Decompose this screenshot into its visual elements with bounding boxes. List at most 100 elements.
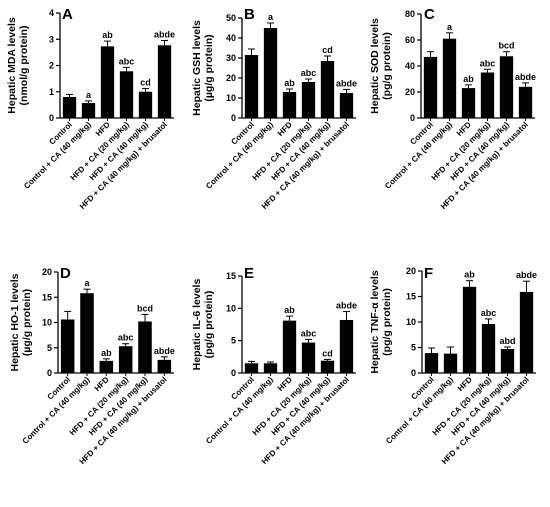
significance-label: abde [154, 30, 175, 40]
significance-label: abd [499, 336, 515, 346]
y-tick-label: 50 [226, 13, 236, 23]
bar [119, 71, 134, 118]
bar [263, 363, 278, 373]
y-axis-label: Hepatic TNF-α levels(pg/g protein) [369, 270, 393, 373]
significance-label: cd [322, 348, 333, 358]
y-tick-label: 10 [226, 303, 236, 313]
bar [157, 359, 172, 373]
bar [423, 56, 438, 118]
panel-letter: C [424, 6, 435, 23]
bar [339, 93, 354, 118]
bar [481, 324, 496, 373]
significance-label: abc [301, 328, 317, 338]
y-axis-label-line: Hepatic SOD levels [369, 18, 381, 114]
y-tick-label: 40 [405, 61, 415, 71]
bar [282, 92, 297, 118]
chart-panel-c: C Hepatic SOD levels(pg/g protein) 0 20 40 60… [369, 6, 536, 211]
bar [443, 353, 458, 373]
bar [500, 349, 515, 373]
bar [461, 88, 476, 118]
bar [480, 72, 495, 118]
y-axis-label-line: (pg/g protein) [381, 288, 393, 356]
significance-label: ab [284, 78, 295, 88]
bar [100, 46, 115, 118]
y-tick-label: 0 [49, 113, 54, 123]
significance-label: ab [284, 305, 295, 315]
y-tick-label: 15 [226, 271, 236, 281]
y-axis-label: Hepatic HO-1 levels(µg/g protein) [9, 273, 33, 371]
y-tick-label: 0 [231, 113, 236, 123]
significance-label: abde [515, 72, 536, 82]
bar [118, 346, 133, 373]
significance-label: bcd [498, 41, 514, 51]
y-tick-label: 1 [49, 87, 54, 97]
y-axis-label: Hepatic SOD levels(pg/g protein) [369, 18, 393, 114]
y-tick-label: 0 [410, 113, 415, 123]
bar [282, 320, 297, 373]
y-axis-label-line: Hepatic MDA levels [6, 17, 18, 114]
significance-label: cd [140, 78, 151, 88]
significance-label: bcd [137, 303, 153, 313]
y-axis-label-line: Hepatic GSH levels [191, 20, 203, 116]
bar [462, 286, 477, 373]
panel-letter: F [424, 265, 433, 282]
significance-label: abde [154, 346, 175, 356]
significance-label: abc [301, 68, 317, 78]
significance-label: ab [463, 74, 474, 84]
bar [499, 56, 514, 118]
chart-panel-e: E Hepatic IL-6 levels(pg/g protein) 0 5 10 15… [191, 265, 357, 466]
significance-label: abc [481, 308, 497, 318]
y-tick-label: 10 [226, 93, 236, 103]
significance-label: abc [119, 56, 135, 66]
y-tick-label: 5 [411, 343, 416, 353]
y-tick-label: 20 [405, 87, 415, 97]
bar [80, 293, 94, 373]
chart-panel-a: A Hepatic MDA levels(nmol/g protein) 0 1 2 3 4… [6, 6, 175, 211]
y-axis-label: Hepatic IL-6 levels(pg/g protein) [191, 279, 215, 371]
significance-label: a [84, 278, 90, 288]
panel-letter: E [244, 265, 254, 282]
bar [62, 97, 77, 118]
y-tick-label: 0 [47, 368, 52, 378]
y-tick-label: 5 [231, 336, 236, 346]
y-tick-label: 0 [411, 368, 416, 378]
bar [320, 61, 335, 118]
y-axis-label-line: (µg/g protein) [203, 34, 215, 101]
y-axis-label-line: Hepatic HO-1 levels [9, 273, 21, 371]
panel-letter: A [62, 6, 73, 23]
y-tick-label: 40 [226, 33, 236, 43]
chart-panel-b: B Hepatic GSH levels(µg/g protein) 0 10 20 30… [191, 6, 357, 211]
y-tick-label: 3 [49, 34, 54, 44]
chart-panel-d: D Hepatic HO-1 levels(µg/g protein) 0 5 10 15… [9, 265, 175, 466]
y-tick-label: 5 [47, 343, 52, 353]
bar [519, 291, 534, 373]
significance-label: abde [516, 270, 537, 280]
panel-letter: D [60, 265, 71, 282]
bar [138, 91, 153, 118]
bar [157, 45, 172, 118]
y-tick-label: 60 [405, 35, 415, 45]
significance-label: abde [336, 78, 357, 88]
y-tick-label: 4 [49, 8, 54, 18]
bar [244, 55, 259, 118]
y-tick-label: 0 [231, 368, 236, 378]
y-tick-label: 20 [406, 266, 416, 276]
bar [301, 82, 316, 118]
chart-panel-f: F Hepatic TNF-α levels(pg/g protein) 0 5 10 1… [369, 265, 537, 466]
category-label: HFD + CA (40 mg/kg) + brusatol [78, 375, 169, 466]
y-axis-label-line: Hepatic TNF-α levels [369, 270, 381, 373]
significance-label: a [447, 22, 453, 32]
y-axis-label: Hepatic GSH levels(µg/g protein) [191, 20, 215, 116]
bar [424, 353, 439, 373]
y-tick-label: 10 [42, 318, 52, 328]
y-axis-label-line: (µg/g protein) [21, 289, 33, 356]
bar [263, 28, 278, 118]
significance-label: abc [480, 58, 496, 68]
significance-label: a [268, 12, 274, 22]
bar [60, 319, 75, 373]
bar [442, 38, 457, 119]
y-axis-label-line: Hepatic IL-6 levels [191, 279, 203, 371]
y-tick-label: 20 [226, 73, 236, 83]
y-tick-label: 80 [405, 9, 415, 19]
